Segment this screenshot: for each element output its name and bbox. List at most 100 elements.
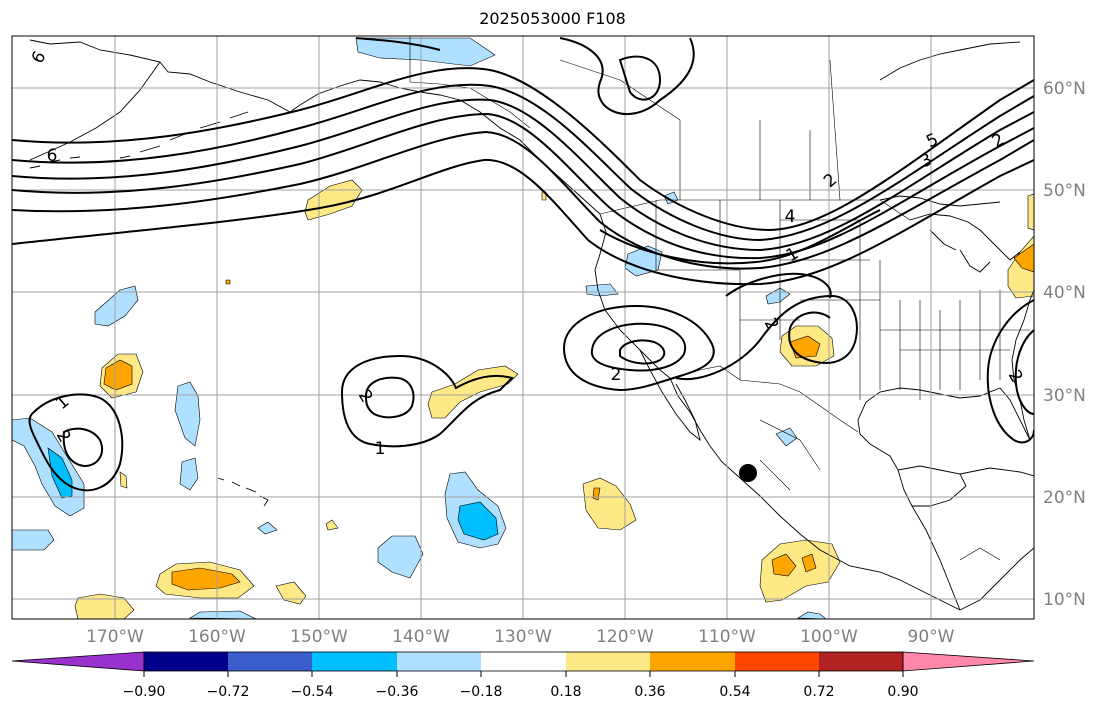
political-borders xyxy=(409,36,1030,561)
coastline-gulf xyxy=(857,387,1031,611)
mexico-states xyxy=(759,419,821,491)
lon-label: 160°W xyxy=(188,627,246,647)
coastline-baja xyxy=(669,377,961,611)
positive-anomaly-patch xyxy=(427,365,519,419)
lat-label: 10°N xyxy=(1043,590,1086,610)
colorbar-tick-label: −0.36 xyxy=(376,684,419,700)
longitude-labels: 170°W 160°W 150°W 140°W 130°W 120°W 110°… xyxy=(86,627,955,647)
positive-anomaly-patch xyxy=(171,567,241,591)
positive-anomaly-patch xyxy=(789,335,821,359)
coastline-aleutians xyxy=(29,111,249,169)
colorbar-extend-low xyxy=(11,651,145,672)
contour-line xyxy=(618,55,662,101)
colorbar-frame xyxy=(143,651,904,672)
lat-label: 60°N xyxy=(1043,79,1086,99)
colorbar-tick-label: −0.72 xyxy=(207,684,250,700)
colorbar-segment xyxy=(144,652,228,671)
contour-line xyxy=(62,427,103,468)
coastline-baja-peninsula xyxy=(639,349,701,442)
positive-anomaly-patch xyxy=(759,539,841,603)
contour-line xyxy=(12,158,1034,286)
contour-line xyxy=(28,393,124,492)
positive-anomaly-patch xyxy=(1013,243,1034,273)
lon-label: 90°W xyxy=(908,627,955,647)
page-title: 2025053000 F108 xyxy=(479,9,626,28)
negative-anomaly-patch xyxy=(775,427,798,447)
colorbar-segment xyxy=(650,652,735,671)
contour-line xyxy=(12,130,1034,270)
lat-label: 40°N xyxy=(1043,283,1086,303)
positive-anomaly-patch xyxy=(1027,193,1034,231)
coastline-ne-canada xyxy=(879,41,1021,81)
positive-anomaly-patch xyxy=(103,359,133,391)
storm-center-marker xyxy=(739,464,757,482)
lon-label: 100°W xyxy=(800,627,858,647)
contour-line xyxy=(675,294,858,381)
lat-label: 20°N xyxy=(1043,488,1086,508)
anomaly-fills xyxy=(12,37,1034,619)
colorbar-extend-high xyxy=(902,651,1035,672)
positive-anomaly-patch xyxy=(325,519,339,531)
colorbar-segment xyxy=(735,652,819,671)
negative-anomaly-patch xyxy=(179,457,199,491)
positive-anomaly-patch xyxy=(119,471,128,489)
map-area: 6 6 5 4 3 2 1 2 2 1 2 1 2 2 2 xyxy=(12,36,1034,619)
latitude-labels: 10°N 20°N 30°N 40°N 50°N 60°N xyxy=(1043,79,1086,610)
positive-anomaly-patch xyxy=(74,593,135,619)
colorbar-tick-label: 0.72 xyxy=(803,684,834,700)
contour-line xyxy=(562,304,715,392)
coastline-cuba xyxy=(959,467,1034,477)
contour-line xyxy=(1014,329,1034,415)
lon-label: 150°W xyxy=(290,627,348,647)
negative-anomaly-patch xyxy=(355,37,496,67)
contour-line xyxy=(340,354,514,448)
colorbar-tick-label: −0.90 xyxy=(123,684,166,700)
positive-anomaly-patch xyxy=(225,279,231,285)
central-america-borders xyxy=(959,547,1001,561)
great-lakes xyxy=(909,213,1021,273)
contour-line xyxy=(364,376,415,419)
colorbar-tick-label: 0.54 xyxy=(719,684,750,700)
gridlines xyxy=(12,36,1034,619)
coastline-yucatan xyxy=(897,465,967,507)
contour-line xyxy=(355,37,695,116)
contour-lines xyxy=(12,37,1034,492)
contour-line xyxy=(12,67,1034,232)
lon-label: 120°W xyxy=(596,627,654,647)
colorbar-segment xyxy=(566,652,650,671)
canada-province-lines xyxy=(559,59,841,201)
colorbar-tick-label: 0.90 xyxy=(887,684,918,700)
contour-label: 6 xyxy=(47,146,58,166)
colorbar-tick-labels: −0.90 −0.72 −0.54 −0.36 −0.18 0.18 0.36 … xyxy=(123,684,919,700)
negative-anomaly-patch xyxy=(257,521,278,535)
contour-line xyxy=(986,299,1034,444)
colorbar-segment xyxy=(481,652,566,671)
colorbar-tick-label: 0.36 xyxy=(634,684,665,700)
negative-anomaly-patch xyxy=(377,535,424,579)
negative-anomaly-patch xyxy=(12,529,55,551)
colorbar-ticks xyxy=(143,671,904,677)
colorbar xyxy=(11,651,1035,672)
colorbar-segment xyxy=(312,652,397,671)
colorbar-tick-label: −0.54 xyxy=(291,684,334,700)
negative-anomaly-patch xyxy=(47,447,73,499)
contour-label: 2 xyxy=(611,365,622,385)
contour-line xyxy=(725,272,832,299)
map-frame xyxy=(11,35,1035,620)
colorbar-tick-label: 0.18 xyxy=(550,684,581,700)
colorbar-tick-label: −0.18 xyxy=(460,684,503,700)
coastline-alaska-peninsula xyxy=(29,61,161,161)
coastlines xyxy=(29,39,1034,611)
contour-line xyxy=(590,322,687,372)
lat-label: 50°N xyxy=(1043,181,1086,201)
negative-anomaly-patch xyxy=(94,285,139,327)
contour-label: 1 xyxy=(375,439,386,459)
negative-anomaly-patch xyxy=(457,501,499,541)
lon-label: 140°W xyxy=(392,627,450,647)
lon-label: 110°W xyxy=(698,627,756,647)
colorbar-segment xyxy=(819,652,903,671)
colorbar-segment xyxy=(397,652,481,671)
contour-line xyxy=(12,83,1034,242)
contour-line xyxy=(12,112,1034,260)
